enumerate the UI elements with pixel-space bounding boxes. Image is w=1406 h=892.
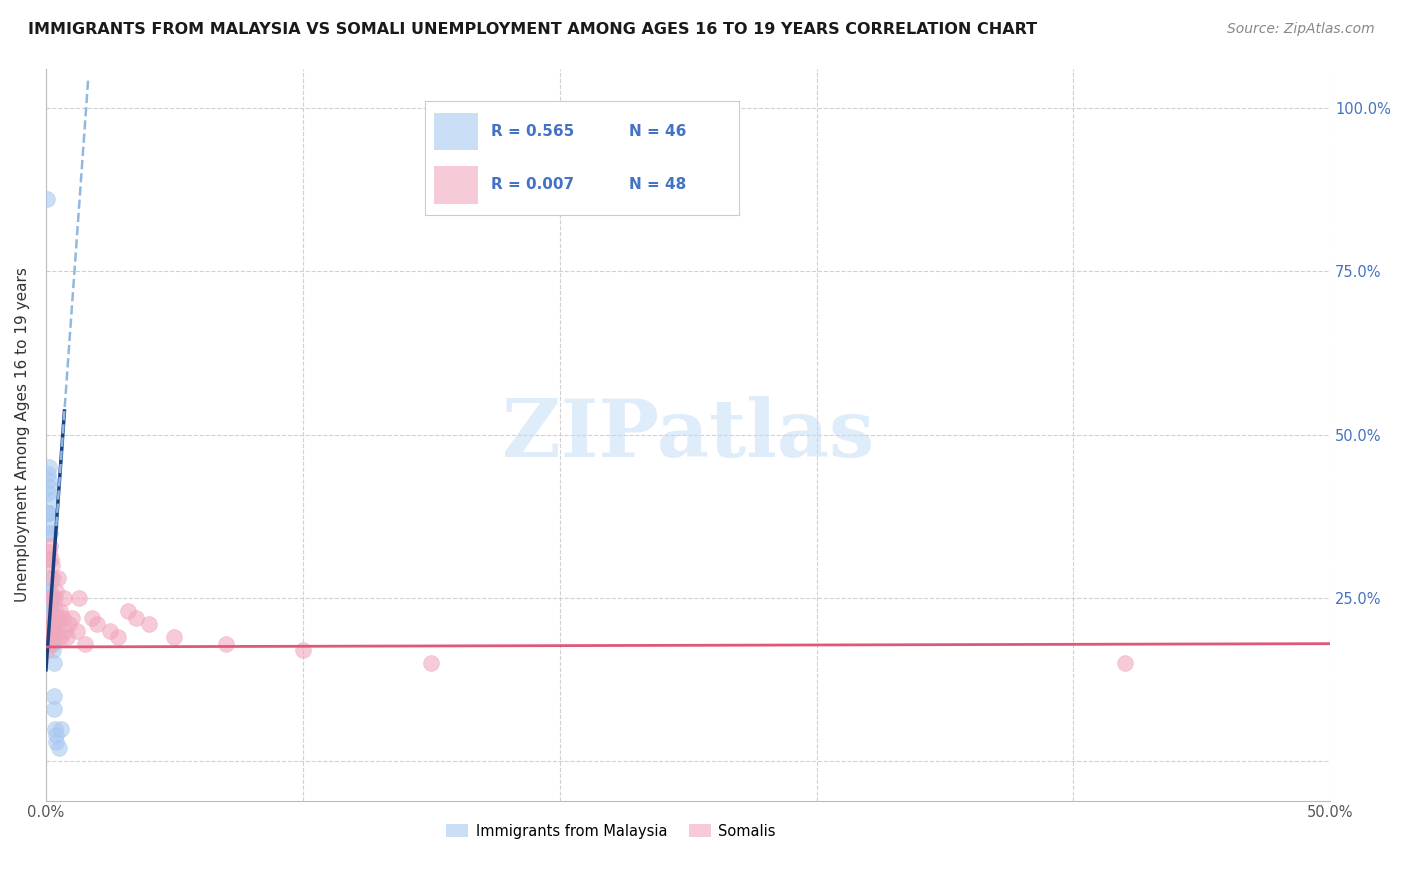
Point [46, 571, 69, 585]
Point [45, 624, 67, 638]
Point [42, 643, 65, 657]
Point [41, 630, 63, 644]
Point [86, 617, 108, 632]
Point [73, 637, 96, 651]
Point [37, 467, 59, 481]
Text: Source: ZipAtlas.com: Source: ZipAtlas.com [1227, 22, 1375, 37]
Point [41, 617, 63, 632]
Point [41, 604, 63, 618]
Point [44, 722, 66, 736]
Point [39, 624, 62, 638]
Point [38, 630, 60, 644]
Point [1114, 657, 1136, 671]
Point [37, 643, 59, 657]
Point [45, 584, 67, 599]
Point [37, 192, 59, 206]
Point [42, 571, 65, 585]
Point [37, 551, 59, 566]
Point [37, 506, 59, 520]
Point [82, 610, 104, 624]
Point [53, 624, 76, 638]
Point [38, 506, 60, 520]
Point [39, 610, 62, 624]
Point [52, 591, 75, 605]
Point [98, 624, 121, 638]
Point [67, 591, 90, 605]
Point [39, 598, 62, 612]
Point [44, 591, 66, 605]
Point [39, 630, 62, 644]
Point [291, 643, 314, 657]
Point [138, 617, 160, 632]
Point [60, 610, 83, 624]
Point [39, 617, 62, 632]
Point [66, 624, 89, 638]
Point [51, 630, 73, 644]
Point [39, 551, 62, 566]
Point [117, 604, 139, 618]
Point [41, 617, 63, 632]
Point [38, 539, 60, 553]
Point [42, 624, 65, 638]
Point [38, 610, 60, 624]
Point [46, 610, 69, 624]
Point [38, 506, 60, 520]
Point [38, 591, 60, 605]
Point [39, 610, 62, 624]
Point [52, 610, 75, 624]
Point [38, 492, 60, 507]
Point [41, 637, 63, 651]
Point [48, 610, 70, 624]
Point [38, 637, 60, 651]
Point [55, 630, 77, 644]
Y-axis label: Unemployment Among Ages 16 to 19 years: Unemployment Among Ages 16 to 19 years [15, 267, 30, 602]
Text: ZIPatlas: ZIPatlas [502, 395, 875, 474]
Point [41, 591, 63, 605]
Point [44, 702, 66, 716]
Point [420, 657, 443, 671]
Point [38, 525, 60, 540]
Point [39, 591, 62, 605]
Point [37, 610, 59, 624]
Point [42, 689, 65, 703]
Point [42, 610, 65, 624]
Point [41, 610, 63, 624]
Point [39, 598, 62, 612]
Point [48, 741, 70, 756]
Point [45, 735, 67, 749]
Point [44, 604, 66, 618]
Point [49, 604, 72, 618]
Point [38, 480, 60, 494]
Point [46, 630, 69, 644]
Point [125, 610, 148, 624]
Point [163, 630, 186, 644]
Text: IMMIGRANTS FROM MALAYSIA VS SOMALI UNEMPLOYMENT AMONG AGES 16 TO 19 YEARS CORREL: IMMIGRANTS FROM MALAYSIA VS SOMALI UNEMP… [28, 22, 1038, 37]
Point [38, 584, 60, 599]
Point [38, 598, 60, 612]
Point [38, 519, 60, 533]
Point [38, 610, 60, 624]
Point [42, 657, 65, 671]
Point [39, 617, 62, 632]
Point [41, 624, 63, 638]
Point [41, 624, 63, 638]
Point [41, 558, 63, 573]
Point [39, 584, 62, 599]
Point [58, 617, 80, 632]
Point [39, 610, 62, 624]
Point [41, 637, 63, 651]
Point [51, 722, 73, 736]
Point [38, 473, 60, 487]
Point [38, 460, 60, 475]
Legend: Immigrants from Malaysia, Somalis: Immigrants from Malaysia, Somalis [440, 818, 782, 845]
Point [44, 617, 66, 632]
Point [45, 728, 67, 742]
Point [38, 525, 60, 540]
Point [37, 486, 59, 500]
Point [38, 571, 60, 585]
Point [38, 545, 60, 559]
Point [38, 624, 60, 638]
Point [215, 637, 238, 651]
Point [107, 630, 129, 644]
